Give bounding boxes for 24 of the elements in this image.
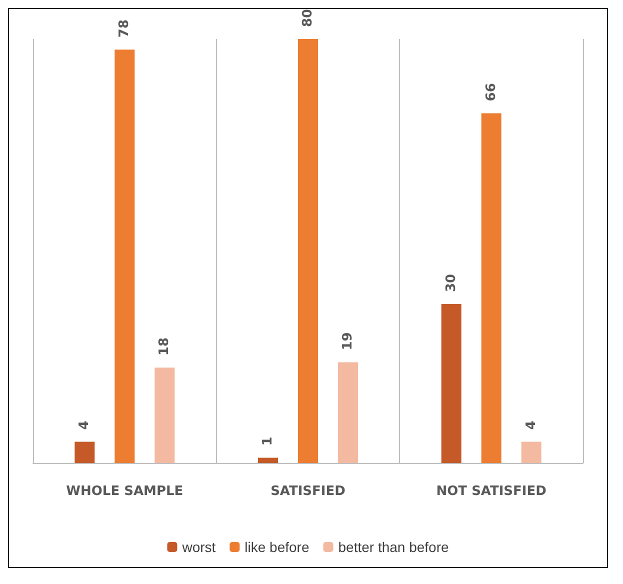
legend-label: better than before	[338, 539, 449, 555]
data-label: 66	[484, 83, 499, 102]
data-label: 1	[260, 436, 276, 446]
bar	[114, 50, 135, 463]
bar	[481, 113, 502, 463]
data-label: 30	[444, 274, 459, 292]
bar	[258, 458, 278, 463]
data-label: 19	[340, 332, 356, 350]
data-label: 4	[77, 420, 92, 430]
bar	[74, 442, 95, 463]
bar	[441, 304, 462, 463]
x-tick-label: SATISFIED	[270, 484, 346, 499]
bar	[298, 39, 318, 463]
x-tick-label: WHOLE SAMPLE	[66, 484, 184, 499]
data-label: 78	[117, 20, 132, 38]
legend-label: worst	[181, 539, 216, 555]
bar	[521, 442, 542, 463]
bar	[338, 362, 358, 463]
x-tick-label: NOT SATISFIED	[436, 484, 547, 499]
data-label: 4	[524, 420, 539, 430]
data-label: 80	[300, 8, 316, 27]
legend-label: like before	[244, 539, 310, 555]
bar	[154, 368, 175, 463]
data-label: 18	[157, 338, 172, 356]
